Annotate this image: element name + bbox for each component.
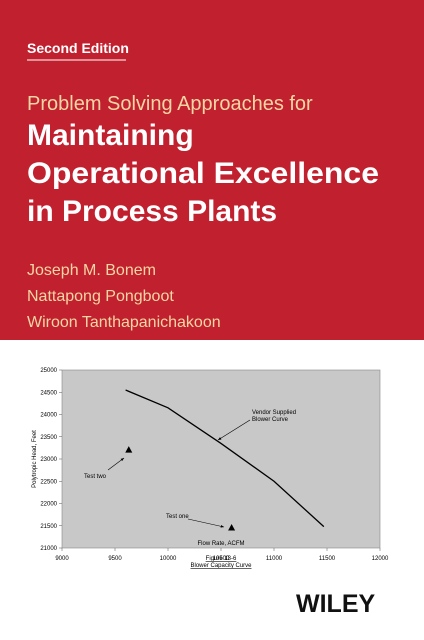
arrow-head xyxy=(218,437,222,440)
annotation-arrow xyxy=(107,457,125,471)
arrow-head xyxy=(220,524,224,528)
x-tick-label: 11000 xyxy=(266,556,283,562)
annotation: Blower Curve xyxy=(252,417,289,423)
annotation-arrow xyxy=(187,518,225,528)
annotation: Test one xyxy=(166,514,189,520)
x-tick-label: 10500 xyxy=(213,556,230,562)
annotation: Test two xyxy=(84,474,107,480)
annotation-arrow xyxy=(217,419,251,441)
title-line: Operational Excellence xyxy=(27,157,379,190)
test-point xyxy=(228,523,236,531)
edition: Second Edition xyxy=(27,40,129,56)
y-axis-label: Polytropic Head, Feet xyxy=(32,430,38,488)
author: Nattapong Pongboot xyxy=(27,288,174,305)
red-band xyxy=(0,0,424,340)
caption: Blower Capacity Curve xyxy=(190,563,252,569)
y-tick-label: 25000 xyxy=(40,368,57,374)
x-axis-label: Flow Rate, ACFM xyxy=(197,541,244,547)
arrow-head xyxy=(120,458,124,462)
y-tick-label: 21000 xyxy=(40,546,57,552)
y-tick-label: 23000 xyxy=(40,457,57,463)
title-line: in Process Plants xyxy=(27,195,277,228)
caption: Figure 13-6 xyxy=(206,556,237,562)
annotation: Vendor Supplied xyxy=(252,410,296,416)
publisher: WILEY xyxy=(296,590,375,618)
author: Wiroon Tanthapanichakoon xyxy=(27,314,221,331)
author: Joseph M. Bonem xyxy=(27,262,156,279)
plot-area xyxy=(61,369,381,549)
y-tick-label: 24500 xyxy=(40,390,57,396)
y-tick-label: 21500 xyxy=(40,524,57,530)
title-line: Maintaining xyxy=(27,119,194,152)
x-tick-label: 9500 xyxy=(108,556,122,562)
title-lead: Problem Solving Approaches for xyxy=(27,93,313,115)
test-point xyxy=(125,446,133,453)
x-tick-label: 9000 xyxy=(55,556,69,562)
y-tick-label: 22500 xyxy=(40,479,57,485)
x-tick-label: 12000 xyxy=(372,556,389,562)
y-tick-label: 23500 xyxy=(40,435,57,441)
y-tick-label: 22000 xyxy=(40,502,57,508)
x-tick-label: 11500 xyxy=(319,556,336,562)
x-tick-label: 10000 xyxy=(160,556,177,562)
y-tick-label: 24000 xyxy=(40,413,57,419)
blower-curve xyxy=(125,389,325,528)
